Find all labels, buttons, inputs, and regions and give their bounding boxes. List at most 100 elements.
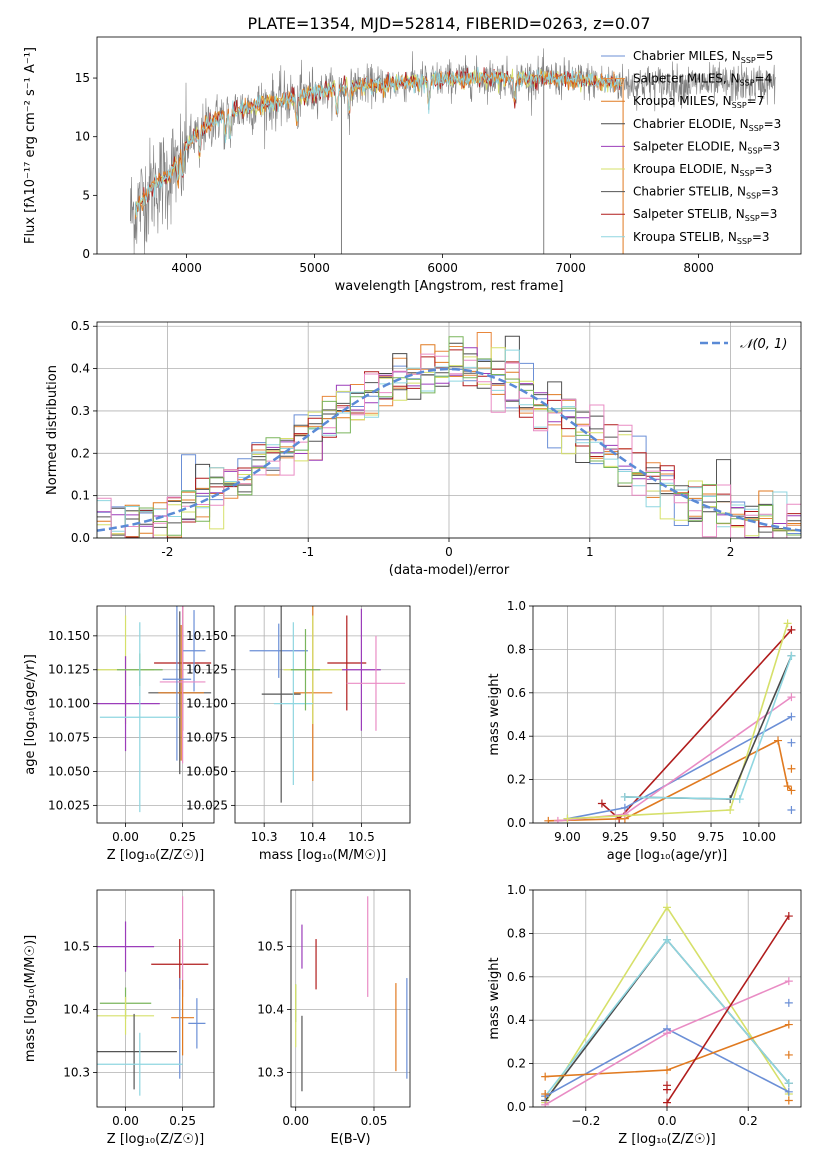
legend-label: Salpeter STELIB, NSSP=3 [633,207,777,223]
axes-frame [290,889,411,1108]
weight-marker [783,782,792,791]
y-tick-label: 0.8 [507,926,526,940]
y-tick-label: 0.3 [71,404,90,418]
y-tick-label: 10.5 [257,940,284,954]
y-tick-label: 10.4 [63,1003,90,1017]
y-tick-label: 5 [82,188,90,202]
panel-age-vs-Z: 0.00 0.25 10.025 10.050 10.075 10.100 10.125 10… [23,605,215,863]
weight-marker [784,1087,793,1096]
figure-title: PLATE=1354, MJD=52814, FIBERID=0263, z=0… [247,14,650,33]
panel-mass-vs-EBV: 0.00 0.05 10.3 10.4 10.5 E(B-V) [257,889,411,1147]
weight-marker [735,795,744,804]
weight-marker [774,736,783,745]
weight-marker [620,810,629,819]
x-tick-label: 10.4 [299,830,326,844]
x-tick-label: 9.75 [698,830,725,844]
y-tick-label: 10.150 [48,629,90,643]
model-spectrum-line [135,70,622,220]
weight-marker [663,1085,671,1094]
y-tick-label: 1.0 [507,599,526,613]
axes-frame [96,36,802,255]
model-spectrum-line [135,66,622,216]
weight-marker [784,912,793,921]
x-axis-label: (data-model)/error [389,563,510,578]
y-tick-label: 0.6 [507,970,526,984]
x-axis-label: E(B-V) [330,1132,370,1147]
y-tick-label: 10.050 [48,764,90,778]
y-tick-label: 10 [75,130,90,144]
panel-spectrum: 4000 5000 6000 7000 8000 0 5 10 15 wavelength [An… [23,36,802,294]
x-tick-label: 9.25 [602,830,629,844]
weight-marker [541,1072,550,1081]
y-tick-label: 10.100 [48,697,90,711]
weight-marker [663,1066,671,1075]
histogram-step [97,336,801,538]
y-tick-label: 10.025 [186,798,228,812]
weight-marker [787,693,796,702]
x-tick-label: 2 [727,545,735,559]
y-tick-label: 0.2 [71,446,90,460]
x-tick-label: 0.00 [112,830,139,844]
weight-marker [597,799,606,808]
weight-marker [620,792,629,801]
y-axis-label: mass weight [487,673,502,755]
y-tick-label: 10.4 [257,1003,284,1017]
y-tick-label: 10.5 [63,940,90,954]
weight-marker [563,814,572,823]
x-tick-label: -1 [302,545,314,559]
x-axis-label: mass [log₁₀(M/M☉)] [259,848,386,863]
x-axis-label: Z [log₁₀(Z/Z☉)] [107,1132,204,1147]
x-tick-label: 0 [445,545,453,559]
axes-frame [96,889,215,1108]
y-tick-label: 0.0 [507,816,526,830]
x-tick-label: 7000 [555,261,586,275]
y-tick-label: 10.075 [186,731,228,745]
plot-area [249,606,406,803]
weight-marker [541,1089,550,1098]
x-tick-label: 0.00 [112,1114,139,1128]
weight-marker [787,712,796,721]
plot-area [97,332,801,538]
y-tick-label: 10.025 [48,798,90,812]
panel-mass-weight-vs-age: 9.00 9.25 9.50 9.75 10.00 0.0 0.2 0.4 0.6 0.8 1.0 a… [487,599,802,863]
x-tick-label: 0.25 [169,1114,196,1128]
plot-area [295,896,408,1092]
y-tick-label: 0.6 [507,686,526,700]
weight-marker [787,651,796,660]
y-tick-label: 1.0 [507,883,526,897]
y-tick-label: 10.150 [186,629,228,643]
weight-marker [784,998,793,1007]
y-axis-label: mass [log₁₀(M/M☉)] [23,935,38,1062]
plot-area [130,48,776,254]
y-axis-label: Flux [fλ10⁻¹⁷ erg cm⁻² s⁻¹ A⁻¹] [23,47,38,244]
normal-curve [97,367,801,532]
legend-label: Chabrier ELODIE, NSSP=3 [633,117,781,133]
weight-marker [784,1050,793,1059]
panel-mass-vs-Z: 0.00 0.25 10.3 10.4 10.5 Z [log₁₀(Z/Z☉)] mass … [23,889,215,1147]
y-axis-label: age [log₁₀(age/yr)] [23,654,38,775]
x-tick-label: 0.2 [739,1114,758,1128]
x-axis-label: wavelength [Angstrom, rest frame] [335,279,564,294]
legend-label: Chabrier MILES, NSSP=5 [633,49,773,65]
x-tick-label: 0.25 [169,830,196,844]
y-tick-label: 0.0 [507,1100,526,1114]
y-tick-label: 0.8 [507,642,526,656]
x-tick-label: −0.2 [571,1114,600,1128]
y-tick-label: 10.3 [257,1065,284,1079]
plot-area [541,903,793,1107]
x-tick-label: 0.00 [282,1114,309,1128]
axes-frame [234,605,411,824]
weight-marker [787,738,796,747]
x-tick-label: 9.00 [554,830,581,844]
weight-marker [663,935,671,944]
y-tick-label: 10.100 [186,697,228,711]
axes-frame [96,321,802,539]
y-tick-label: 0 [82,247,90,261]
weight-marker [541,1100,550,1107]
legend-label: Chabrier STELIB, NSSP=3 [633,185,779,201]
panel-age-vs-mass: 10.3 10.4 10.5 10.025 10.050 10.075 10.100 10.1… [186,605,411,863]
y-tick-label: 0.2 [507,1057,526,1071]
x-axis-label: Z [log₁₀(Z/Z☉)] [618,1132,715,1147]
